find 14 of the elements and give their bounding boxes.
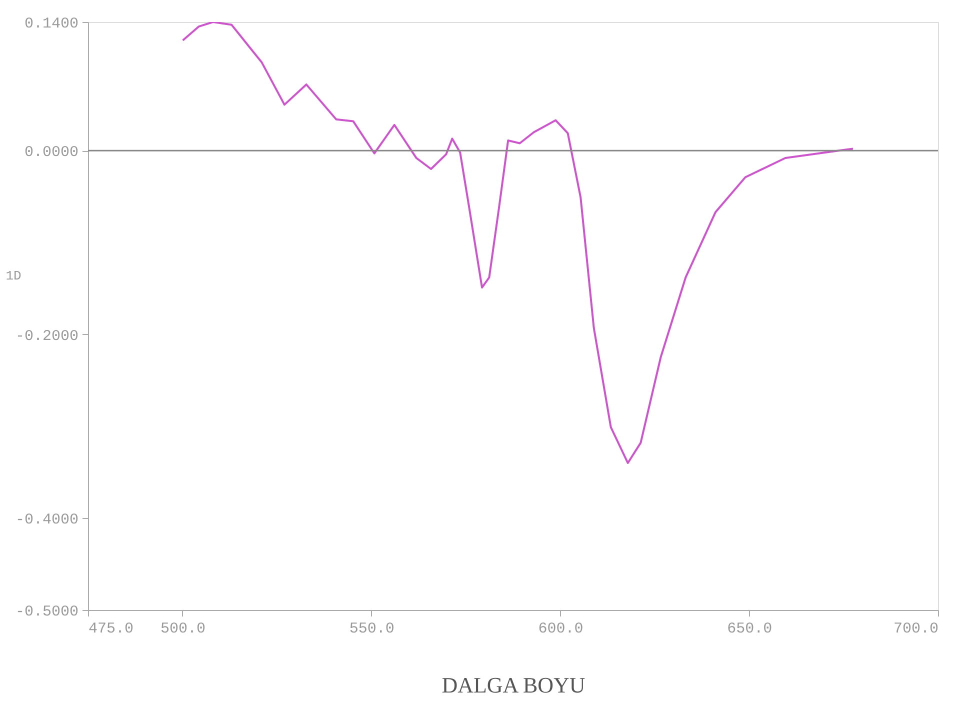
y-tick-label: 0.1400 [24,16,78,32]
y-tick-label: 0.0000 [24,144,78,162]
y-tick-label: -0.2000 [15,328,78,345]
y-tick-label: -0.5000 [15,604,78,620]
x-tick-label: 500.0 [160,620,206,638]
x-tick-label: 700.0 [893,620,938,638]
x-tick-label: 650.0 [727,620,772,638]
line-series [182,22,854,464]
x-axis-title: DALGA BOYU [442,672,586,698]
y-axis-title: 1D [6,268,22,284]
x-tick-label: 475.0 [88,620,134,638]
x-tick-label: 550.0 [349,620,394,638]
x-tick-label: 600.0 [538,620,584,638]
y-tick-label: -0.4000 [15,512,78,529]
